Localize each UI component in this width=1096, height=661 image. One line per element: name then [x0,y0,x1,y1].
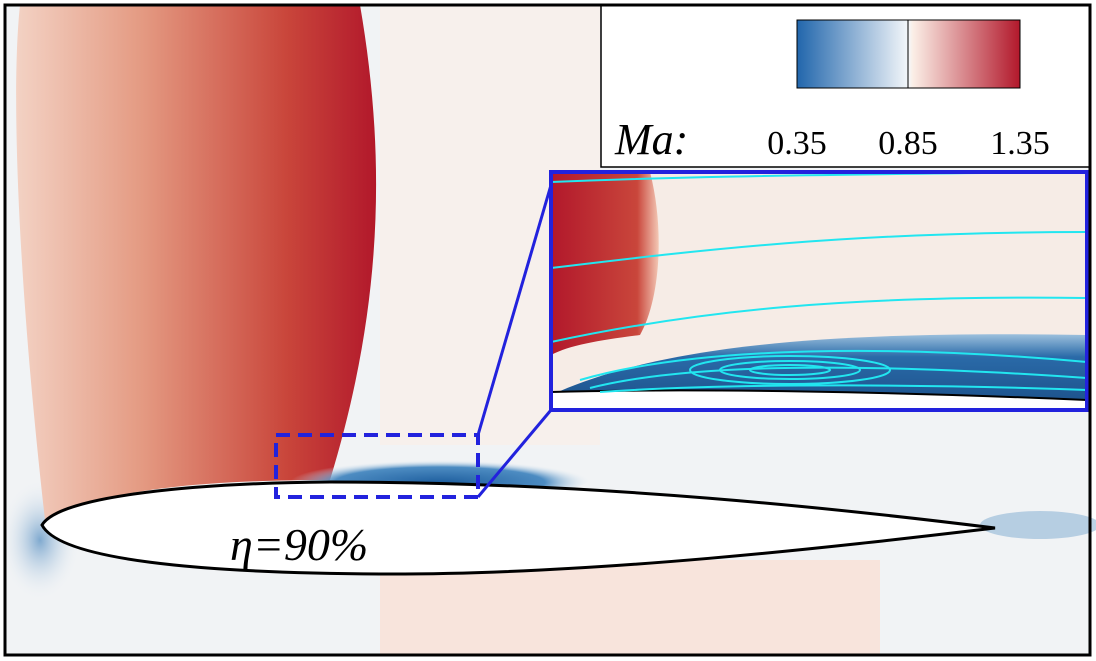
supersonic-region [16,5,377,520]
legend-label: Ma: [614,115,688,164]
legend-tick: 0.85 [878,125,938,162]
zoom-line [476,409,553,498]
streamlines [551,172,1087,393]
legend-tick: 0.35 [767,125,827,162]
inset-frame [549,170,1089,412]
zoom-line [476,184,553,436]
annotation: η=90% [230,519,368,570]
airfoil [40,480,996,576]
inset [551,172,1087,410]
legend-tick: 1.35 [990,125,1050,162]
zoom-box [274,433,480,499]
flow-tint [380,560,880,655]
frame [3,3,1092,657]
wake [980,511,1096,539]
inset-supersonic [551,172,659,355]
